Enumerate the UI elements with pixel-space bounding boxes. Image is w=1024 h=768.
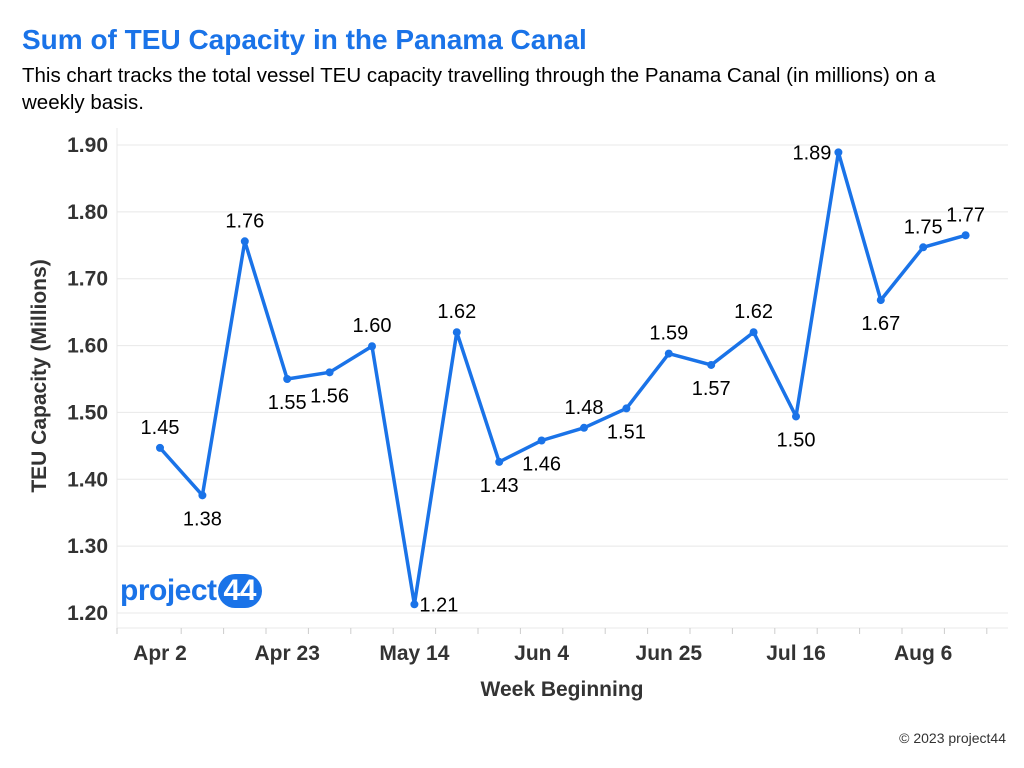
y-tick-label: 1.30 — [67, 535, 108, 558]
data-label: 1.62 — [734, 301, 773, 323]
data-point — [622, 404, 631, 413]
series-line — [158, 150, 967, 607]
data-point — [919, 243, 928, 252]
data-point — [792, 412, 800, 421]
data-label: 1.62 — [437, 301, 476, 323]
data-point — [283, 375, 292, 383]
data-label: 1.57 — [692, 378, 731, 400]
data-label: 1.56 — [310, 385, 349, 407]
y-axis-label: TEU Capacity (Millions) — [28, 259, 51, 492]
chart-title: Sum of TEU Capacity in the Panama Canal — [22, 24, 587, 55]
data-label: 1.46 — [522, 454, 561, 476]
data-label: 1.60 — [353, 315, 392, 337]
data-label: 1.76 — [225, 210, 264, 232]
y-tick-label: 1.60 — [67, 335, 108, 358]
grid-lines — [116, 128, 1008, 629]
data-label: 1.50 — [777, 429, 816, 451]
x-axis: Apr 2 Apr 23 May 14 Jun 4 Jun 25 Jul 16 Aug 6 — [116, 628, 988, 665]
data-labels: 1.45 1.38 1.76 1.55 1.56 1.60 1.21 1.62 1.431.46… — [141, 142, 986, 616]
y-tick-label: 1.20 — [67, 602, 108, 625]
x-tick-label: May 14 — [379, 642, 449, 665]
y-tick-label: 1.70 — [67, 268, 108, 291]
copyright: © 2023 project44 — [899, 730, 1006, 746]
data-label: 1.77 — [946, 204, 985, 226]
data-point — [834, 148, 843, 157]
data-point — [664, 349, 673, 358]
data-label: 1.43 — [480, 475, 519, 497]
x-tick-label: Apr 23 — [255, 642, 320, 665]
data-label: 1.67 — [861, 313, 900, 335]
data-point — [368, 342, 376, 351]
data-label: 1.89 — [792, 142, 831, 164]
data-point — [156, 443, 164, 452]
x-tick-label: Aug 6 — [894, 642, 952, 665]
chart-subtitle: This chart tracks the total vessel TEU c… — [22, 64, 936, 114]
x-tick-label: Apr 2 — [133, 642, 187, 665]
data-label: 1.38 — [183, 508, 222, 530]
x-axis-label: Week Beginning — [481, 678, 644, 701]
data-label: 1.59 — [649, 323, 688, 345]
y-axis: 1.20 1.30 1.40 1.50 1.60 1.70 1.80 1.90 — [67, 134, 108, 625]
data-point — [749, 328, 758, 337]
x-tick-label: Jul 16 — [766, 642, 826, 665]
data-point — [537, 436, 546, 445]
x-tick-label: Jun 4 — [514, 642, 569, 665]
data-point — [452, 328, 461, 337]
data-label: 1.21 — [419, 594, 458, 616]
data-point — [240, 237, 249, 246]
data-label: 1.48 — [565, 397, 604, 419]
data-point — [495, 457, 504, 466]
data-point — [580, 423, 588, 432]
data-point — [961, 231, 970, 240]
data-point — [876, 296, 885, 305]
data-label: 1.75 — [904, 216, 943, 238]
project44-logo: project 44 — [120, 574, 262, 608]
data-point — [325, 368, 334, 377]
series-teu-capacity — [156, 148, 970, 609]
x-tick-label: Jun 25 — [636, 642, 703, 665]
y-tick-label: 1.80 — [67, 201, 108, 224]
logo-number: 44 — [217, 574, 262, 608]
data-label: 1.55 — [268, 392, 307, 414]
y-tick-label: 1.50 — [67, 401, 108, 424]
data-label: 1.45 — [141, 417, 180, 439]
data-label: 1.51 — [607, 421, 646, 443]
y-tick-label: 1.90 — [67, 134, 108, 157]
y-tick-label: 1.40 — [67, 468, 108, 491]
data-point — [707, 360, 716, 369]
data-point — [410, 600, 419, 609]
logo-text: project — [120, 574, 217, 607]
data-point — [198, 491, 207, 500]
